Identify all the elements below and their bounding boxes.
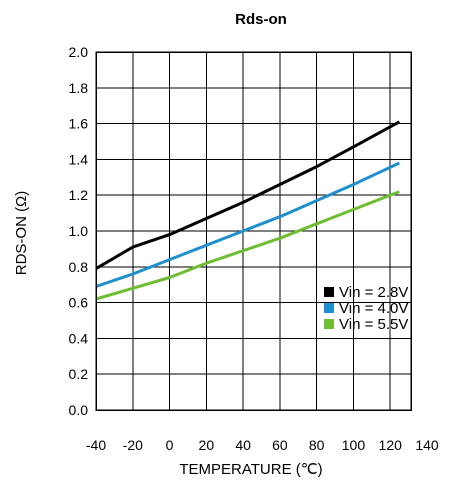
grid	[96, 52, 411, 410]
y-tick-label: 0.6	[69, 295, 89, 311]
y-tick-label: 0.8	[69, 259, 89, 275]
x-axis-label: TEMPERATURE (℃)	[179, 461, 322, 478]
y-tick-labels: 0.0 0.2 0.4 0.6 0.8 1.0 1.2 1.4 1.6 1.8 2.0	[69, 44, 89, 418]
x-tick-label: 20	[199, 437, 215, 453]
y-axis-label: RDS-ON (Ω)	[13, 191, 30, 276]
y-tick-label: 1.6	[69, 116, 89, 132]
series-lines	[95, 120, 401, 301]
y-tick-label: 0.2	[69, 366, 89, 382]
y-tick-label: 1.2	[69, 187, 89, 203]
chart-title: Rds-on	[235, 11, 287, 28]
legend-label-1: Vin = 2.8V	[339, 284, 408, 301]
series-line-3	[95, 190, 400, 301]
x-tick-label: 80	[309, 437, 325, 453]
legend-swatch-2	[324, 303, 334, 313]
x-tick-label: 140	[415, 437, 439, 453]
x-tick-label: 120	[379, 437, 403, 453]
y-tick-label: 0.4	[69, 330, 89, 346]
series-line-2	[95, 161, 401, 288]
y-tick-label: 0.0	[69, 402, 89, 418]
y-tick-label: 1.8	[69, 80, 89, 96]
plot-frame	[95, 51, 412, 411]
x-tick-label: 40	[235, 437, 251, 453]
x-tick-label: 0	[166, 437, 174, 453]
legend-label-3: Vin = 5.5V	[339, 316, 408, 333]
legend-label-2: Vin = 4.0V	[339, 300, 408, 317]
x-tick-label: -40	[86, 437, 106, 453]
y-tick-label: 1.0	[69, 223, 89, 239]
legend-swatch-3	[324, 319, 334, 329]
y-tick-label: 2.0	[69, 44, 89, 60]
legend-swatch-1	[324, 287, 334, 297]
y-tick-label: 1.4	[69, 151, 89, 167]
series-line-1	[95, 120, 401, 270]
x-tick-label: -20	[123, 437, 143, 453]
x-tick-label: 60	[272, 437, 288, 453]
x-tick-labels: -40 -20 0 20 40 60 80 100 120 140	[86, 437, 439, 453]
x-tick-label: 100	[342, 437, 366, 453]
